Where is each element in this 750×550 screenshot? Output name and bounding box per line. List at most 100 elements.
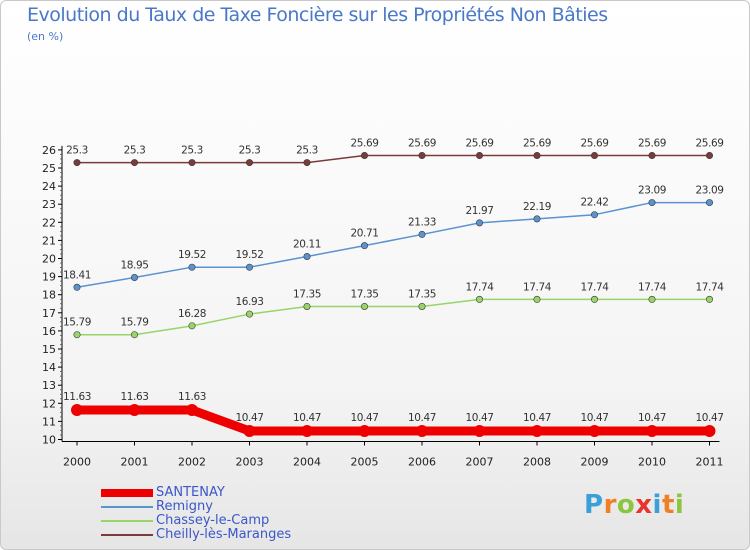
x-tick-label: 2000 bbox=[63, 456, 91, 469]
data-point bbox=[131, 331, 139, 339]
line-chart: 10 11 12 13 14 15 16 17 18 19 20 21 22 23 24 25 26 2000 20… bbox=[42, 138, 725, 469]
data-point bbox=[475, 219, 483, 227]
data-point bbox=[418, 152, 426, 160]
data-label: 17.74 bbox=[465, 281, 494, 293]
data-point bbox=[188, 159, 196, 167]
data-point bbox=[648, 295, 656, 303]
data-label: 18.41 bbox=[63, 269, 91, 281]
x-tick-label: 2005 bbox=[351, 456, 379, 469]
data-point bbox=[475, 152, 483, 160]
data-point bbox=[418, 230, 426, 238]
data-label: 20.71 bbox=[350, 228, 378, 240]
data-point bbox=[243, 424, 256, 437]
x-tick-label: 2003 bbox=[236, 456, 264, 469]
data-label: 11.63 bbox=[63, 391, 91, 403]
logo-letter: r bbox=[603, 490, 617, 520]
y-tick-label: 16 bbox=[42, 325, 56, 338]
y-tick-label: 24 bbox=[42, 180, 56, 193]
data-label: 19.52 bbox=[235, 249, 263, 261]
data-label: 10.47 bbox=[235, 412, 263, 424]
chart-title: Evolution du Taux de Taxe Foncière sur l… bbox=[27, 4, 608, 26]
y-tick-label: 20 bbox=[42, 253, 56, 266]
y-tick-label: 23 bbox=[42, 198, 56, 211]
data-label: 25.3 bbox=[181, 145, 203, 157]
data-point bbox=[303, 253, 311, 261]
data-label: 11.63 bbox=[178, 391, 206, 403]
legend-label: SANTENAY bbox=[156, 485, 225, 500]
data-label: 15.79 bbox=[63, 317, 91, 329]
data-label: 10.47 bbox=[408, 412, 436, 424]
y-tick-label: 26 bbox=[42, 144, 56, 157]
data-label: 23.09 bbox=[695, 185, 723, 197]
data-label: 10.47 bbox=[695, 412, 723, 424]
x-tick-label: 2002 bbox=[178, 456, 206, 469]
data-point bbox=[71, 403, 83, 416]
data-point bbox=[705, 295, 713, 303]
data-label: 23.09 bbox=[638, 185, 666, 197]
data-point bbox=[131, 274, 139, 282]
data-point bbox=[590, 295, 598, 303]
y-tick-label: 17 bbox=[42, 307, 56, 320]
data-label: 25.3 bbox=[239, 145, 261, 157]
legend-label: Chassey-le-Camp bbox=[156, 513, 270, 528]
data-label: 17.74 bbox=[695, 281, 724, 293]
data-point bbox=[188, 263, 196, 271]
chart-subtitle: (en %) bbox=[27, 30, 64, 43]
y-tick-label: 22 bbox=[42, 216, 56, 229]
data-label: 19.52 bbox=[178, 249, 206, 261]
series-line bbox=[76, 154, 711, 164]
legend-swatch bbox=[101, 520, 153, 522]
legend-label: Remigny bbox=[156, 499, 213, 514]
data-label: 10.47 bbox=[523, 412, 551, 424]
data-label: 25.3 bbox=[66, 145, 88, 157]
data-label: 17.74 bbox=[638, 281, 667, 293]
data-label: 10.47 bbox=[638, 412, 666, 424]
data-label: 10.47 bbox=[350, 412, 378, 424]
data-label: 10.47 bbox=[293, 412, 321, 424]
data-label: 25.69 bbox=[350, 138, 378, 150]
data-point bbox=[303, 159, 311, 167]
data-label: 22.42 bbox=[580, 197, 608, 209]
legend-swatch bbox=[101, 506, 153, 508]
y-tick-label: 12 bbox=[42, 397, 56, 410]
data-label: 16.93 bbox=[235, 296, 263, 308]
series-line bbox=[72, 405, 714, 436]
data-label: 17.35 bbox=[293, 288, 321, 300]
data-point bbox=[188, 322, 196, 330]
y-tick-label: 18 bbox=[42, 289, 56, 302]
data-point bbox=[73, 159, 81, 167]
legend-swatch bbox=[101, 534, 153, 536]
data-point bbox=[131, 159, 139, 167]
data-label: 22.19 bbox=[523, 201, 551, 213]
x-tick-label: 2006 bbox=[408, 456, 436, 469]
data-point bbox=[533, 152, 541, 160]
y-tick-label: 10 bbox=[42, 434, 56, 447]
data-point bbox=[648, 199, 656, 207]
x-tick-label: 2007 bbox=[466, 456, 494, 469]
data-point bbox=[360, 152, 368, 160]
data-point bbox=[358, 424, 371, 437]
data-point bbox=[473, 424, 486, 437]
data-point bbox=[705, 152, 713, 160]
data-point bbox=[360, 242, 368, 250]
data-point bbox=[246, 310, 254, 318]
x-tick-label: 2010 bbox=[638, 456, 666, 469]
data-point bbox=[360, 302, 368, 310]
data-label: 17.74 bbox=[523, 281, 552, 293]
data-point bbox=[416, 424, 428, 437]
data-label: 25.69 bbox=[465, 138, 493, 150]
data-point bbox=[646, 424, 658, 437]
y-tick-label: 14 bbox=[42, 361, 56, 374]
data-point bbox=[705, 199, 713, 207]
data-label: 11.63 bbox=[120, 391, 148, 403]
data-label: 25.69 bbox=[523, 138, 551, 150]
y-tick-label: 11 bbox=[42, 415, 56, 428]
data-point bbox=[533, 215, 541, 223]
legend-swatch bbox=[101, 489, 153, 497]
x-tick-label: 2011 bbox=[696, 456, 724, 469]
data-label: 25.69 bbox=[638, 138, 666, 150]
data-point bbox=[703, 424, 716, 437]
proxiti-logo: Proxiti bbox=[584, 490, 684, 520]
data-point bbox=[418, 302, 426, 310]
